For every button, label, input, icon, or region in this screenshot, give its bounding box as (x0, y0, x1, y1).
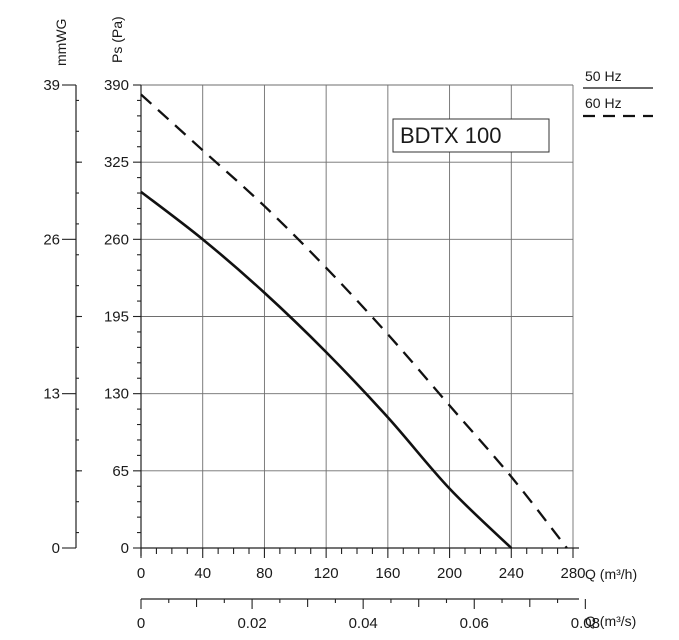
x-tick-label-m3h: 80 (256, 565, 273, 582)
x-tick-label-m3h: 0 (137, 565, 145, 582)
y-tick-label-mmwg: 39 (43, 77, 60, 94)
x-axis-title-m3s: Q (m³/s) (585, 613, 636, 629)
series-lines (140, 93, 568, 549)
x-tick-label-m3s: 0.06 (460, 615, 489, 632)
legend-label-50hz: 50 Hz (585, 68, 622, 84)
y-tick-label-pa: 195 (104, 309, 129, 326)
y-tick-label-mmwg: 0 (52, 540, 60, 557)
x-tick-label-m3s: 0.02 (237, 615, 266, 632)
legend: 50 Hz 60 Hz (583, 68, 653, 118)
y-tick-label-pa: 65 (112, 463, 129, 480)
y-tick-label-pa: 130 (104, 386, 129, 403)
y-axis-title-pa: Ps (Pa) (109, 16, 125, 63)
y-tick-label-mmwg: 13 (43, 386, 60, 403)
title-box (392, 118, 550, 153)
x-tick-label-m3h: 200 (437, 565, 462, 582)
chart-title: BDTX 100 (400, 123, 502, 148)
x-tick-label-m3h: 280 (560, 565, 585, 582)
y-tick-label-pa: 0 (121, 540, 129, 557)
x-tick-label-m3s: 0.04 (349, 615, 378, 632)
x-tick-label-m3h: 160 (375, 565, 400, 582)
y-axis-title-mmwg: mmWG (53, 19, 69, 66)
y-tick-label-mmwg: 26 (43, 231, 60, 248)
y-tick-label-pa: 325 (104, 154, 129, 171)
x-axis-title-m3h: Q (m³/h) (585, 566, 637, 582)
series-line-50hz (140, 190, 513, 549)
y-tick-label-pa: 260 (104, 231, 129, 248)
x-tick-label-m3h: 120 (314, 565, 339, 582)
x-tick-label-m3h: 240 (499, 565, 524, 582)
x-tick-label-m3h: 40 (194, 565, 211, 582)
x-tick-label-m3s: 0 (137, 615, 145, 632)
legend-label-60hz: 60 Hz (585, 95, 622, 111)
x-tick-label-m3s: 0.08 (571, 615, 600, 632)
y-tick-label-pa: 390 (104, 77, 129, 94)
grid (140, 84, 574, 549)
